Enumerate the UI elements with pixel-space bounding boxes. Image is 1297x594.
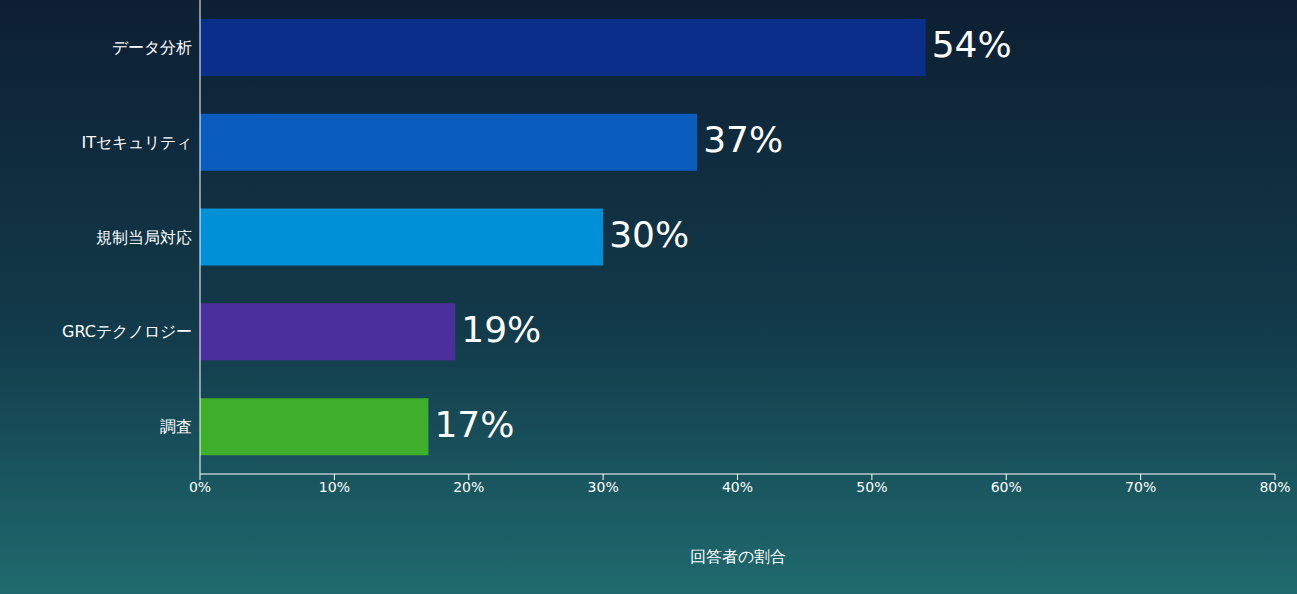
svg-text:GRCテクノロジー: GRCテクノロジー xyxy=(62,322,192,341)
svg-text:60%: 60% xyxy=(991,479,1022,495)
svg-text:20%: 20% xyxy=(453,479,484,495)
svg-text:50%: 50% xyxy=(856,479,887,495)
svg-text:10%: 10% xyxy=(319,479,350,495)
svg-text:30%: 30% xyxy=(609,214,689,255)
svg-text:19%: 19% xyxy=(461,309,541,350)
svg-text:30%: 30% xyxy=(588,479,619,495)
svg-text:40%: 40% xyxy=(722,479,753,495)
svg-text:54%: 54% xyxy=(932,24,1012,65)
svg-text:データ分析: データ分析 xyxy=(112,38,192,57)
svg-text:調査: 調査 xyxy=(160,417,192,436)
svg-text:0%: 0% xyxy=(189,479,211,495)
svg-text:70%: 70% xyxy=(1125,479,1156,495)
svg-text:80%: 80% xyxy=(1259,479,1290,495)
svg-text:37%: 37% xyxy=(703,119,783,160)
svg-text:17%: 17% xyxy=(434,404,514,445)
svg-text:規制当局対応: 規制当局対応 xyxy=(96,228,192,247)
svg-text:ITセキュリティ: ITセキュリティ xyxy=(82,133,193,152)
svg-text:回答者の割合: 回答者の割合 xyxy=(690,547,786,566)
